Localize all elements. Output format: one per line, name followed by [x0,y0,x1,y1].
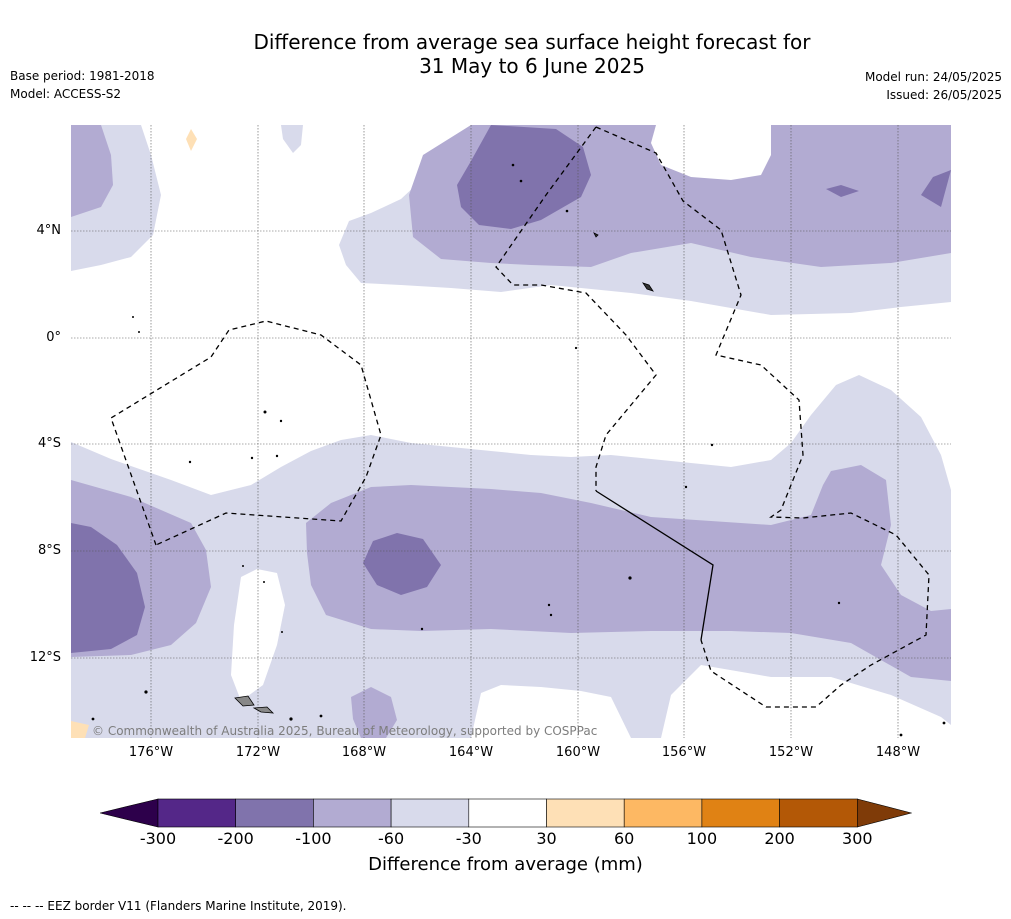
island-dot [511,163,515,167]
island-dot [684,485,688,489]
contour-southwest-orange [71,721,89,738]
island-dot [642,282,654,292]
colorbar-bin [779,798,858,828]
colorbar-extend-min [100,798,159,828]
maritime-boundary-solid [595,490,714,641]
colorbar-tick: 200 [764,829,795,848]
colorbar-extend-max [856,798,912,828]
colorbar-bin [313,798,392,828]
island-dot [144,690,148,694]
contour-northwest-mid [71,125,113,217]
island-dot [547,603,551,607]
lat-label: 8°S [37,543,61,558]
model-run: Model run: 24/05/2025 [864,70,1002,84]
island-dot [262,580,265,583]
island-dot [188,460,192,464]
meta-left: Base period: 1981-2018 Model: ACCESS-S2 [10,67,155,103]
colorbar-tick: 300 [842,829,873,848]
contour-south-central-dark [363,533,441,595]
contour-north-dark [457,125,591,229]
island-dot [241,564,244,567]
island-dot [628,576,632,580]
colorbar-bin [235,798,314,828]
contour-southwest-dark [71,523,145,653]
colorbar-bin [390,798,470,828]
contour-north-blob-dark [826,185,859,197]
islands [91,163,946,737]
map-title: Difference from average sea surface heig… [0,30,1011,78]
island-dot [275,454,279,458]
island-dot [280,630,283,633]
colorbar-bin [701,798,780,828]
title-line-1: Difference from average sea surface heig… [253,30,811,54]
island-dot [289,717,293,721]
issued-date: Issued: 26/05/2025 [886,88,1002,102]
lon-label: 176°W [128,745,174,760]
contour-southeast-white [661,665,951,738]
model-name: Model: ACCESS-S2 [10,87,122,101]
copyright-text: © Commonwealth of Australia 2025, Bureau… [92,724,598,738]
map-panel [71,125,951,738]
gridlines [71,125,951,738]
contour-north-islet-light [281,125,303,153]
contour-north-orange [186,129,197,151]
lat-label: 4°S [37,436,61,451]
island-dot [319,714,323,718]
lat-label: 4°N [36,223,62,238]
island-dot [91,717,95,721]
colorbar-bin [157,798,236,828]
lon-label: 148°W [875,745,921,760]
island-dot [549,613,553,617]
island-dot [519,179,523,183]
samoa-island-east [252,706,275,714]
colorbar-tick: 100 [686,829,718,848]
lon-label: 172°W [235,745,281,760]
colorbar-tick: -60 [378,829,405,848]
colorbar-bin [468,798,547,828]
island-dot [138,330,141,333]
samoa-island-west [234,695,255,707]
island-dot [593,232,599,238]
colorbar-bin [623,798,703,828]
base-period: Base period: 1981-2018 [10,69,155,83]
title-line-2: 31 May to 6 June 2025 [419,54,645,78]
colorbar-tick-labels: -300 -200 -100 -60 -30 30 60 100 200 300 [0,829,1011,851]
eez-footnote: -- -- -- EEZ border V11 (Flanders Marine… [10,899,347,913]
contour-northeast-dark [921,170,951,207]
contour-northeast-white [651,125,771,180]
island-dot [132,315,135,318]
island-dot [279,419,283,423]
island-dot [574,346,578,350]
colorbar-tick: -100 [295,829,332,848]
meta-right: Model run: 24/05/2025 Issued: 26/05/2025 [865,68,1002,104]
island-dot [420,627,424,631]
island-dot [250,456,254,460]
island-dot [899,733,903,737]
island-dot [942,721,946,725]
eez-borders [110,126,930,708]
colorbar-tick: 30 [536,829,557,848]
contour-south-central-mid [306,465,951,681]
island-dot [263,410,267,414]
colorbar-bin [546,798,625,828]
lon-label: 160°W [555,745,601,760]
lon-label: 168°W [341,745,387,760]
lon-label: 152°W [768,745,814,760]
lat-label: 0° [46,330,61,345]
colorbar-tick: 60 [614,829,635,848]
contour-south-white-edge [471,685,631,738]
lon-label: 156°W [661,745,707,760]
island-dot [837,601,841,605]
colorbar-label: Difference from average (mm) [368,854,643,875]
contour-south-small-mid [351,687,397,738]
colorbar [100,798,912,828]
lon-label: 164°W [448,745,494,760]
colorbar-tick: -200 [217,829,254,848]
colorbar-tick: -300 [139,829,177,848]
island-dot [710,443,714,447]
island-dot [565,209,569,213]
lat-label: 12°S [29,650,61,665]
colorbar-tick: -30 [455,829,482,848]
